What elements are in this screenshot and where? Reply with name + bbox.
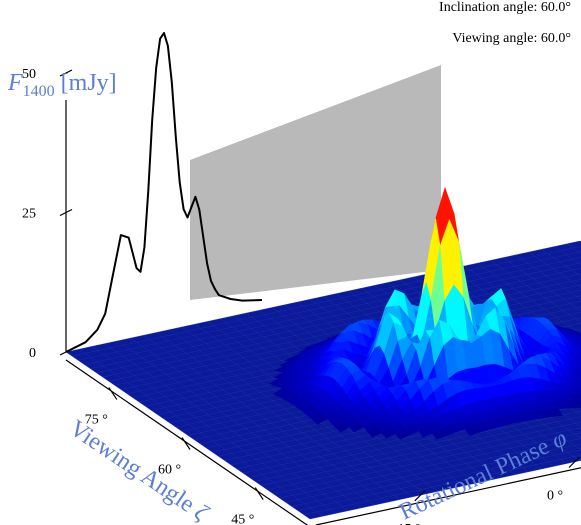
floor-grid-line xyxy=(90,262,581,369)
viewing-angle-tick-label: 60 ° xyxy=(158,463,181,478)
z-axis-title: F1400 [mJy] xyxy=(7,70,117,100)
floor-grid-line xyxy=(65,240,581,353)
viewing-angle-tick xyxy=(108,387,118,400)
viewing-annotation: Viewing angle: 60.0° xyxy=(452,31,571,46)
surface-cell xyxy=(464,425,479,436)
floor-grid-line xyxy=(84,257,581,365)
viewing-angle-tick xyxy=(181,437,191,450)
z-tick-label: 25 xyxy=(22,207,36,222)
surface-cell xyxy=(431,428,447,440)
z-tick-label: 0 xyxy=(29,346,36,361)
wall-plane xyxy=(190,65,441,300)
floor-grid-line xyxy=(72,246,581,357)
z-tick-label: 50 xyxy=(22,67,36,82)
floor-grid-line xyxy=(464,265,581,347)
z-tick xyxy=(59,348,73,356)
surface-plot xyxy=(268,187,581,440)
z-axis-title-sub: 1400 xyxy=(23,83,55,100)
phase-tick-label: 0 ° xyxy=(547,489,563,504)
inclination-annotation: Inclination angle: 60.0° xyxy=(439,0,571,15)
viewing-angle-tick-label: 45 ° xyxy=(231,513,254,525)
phase-tick-label: -15 ° xyxy=(393,522,421,525)
floor-grid-line xyxy=(96,268,581,374)
viewing-angle-tick xyxy=(254,487,264,500)
phase-tick xyxy=(568,457,580,468)
z-axis-title-unit: [mJy] xyxy=(61,70,117,96)
viewing-angle-axis xyxy=(65,359,309,525)
surface-cell xyxy=(395,428,410,440)
floor-grid-line xyxy=(528,251,581,289)
floor-grid-line xyxy=(78,251,581,361)
z-axis-title-main: F xyxy=(7,70,23,96)
projection-wall xyxy=(190,65,441,300)
z-tick xyxy=(59,208,73,217)
phase-axis xyxy=(315,467,581,525)
floor-grid-line xyxy=(489,260,581,323)
phase-tick xyxy=(414,490,426,502)
viewing-angle-tick-label: 75 ° xyxy=(85,412,108,427)
profile-line xyxy=(65,32,263,353)
floor-grid-line xyxy=(502,257,581,312)
floor-grid-line xyxy=(477,263,581,335)
z-tick xyxy=(59,69,73,77)
profile-curve xyxy=(65,32,263,353)
floor-grid-line xyxy=(515,254,581,300)
